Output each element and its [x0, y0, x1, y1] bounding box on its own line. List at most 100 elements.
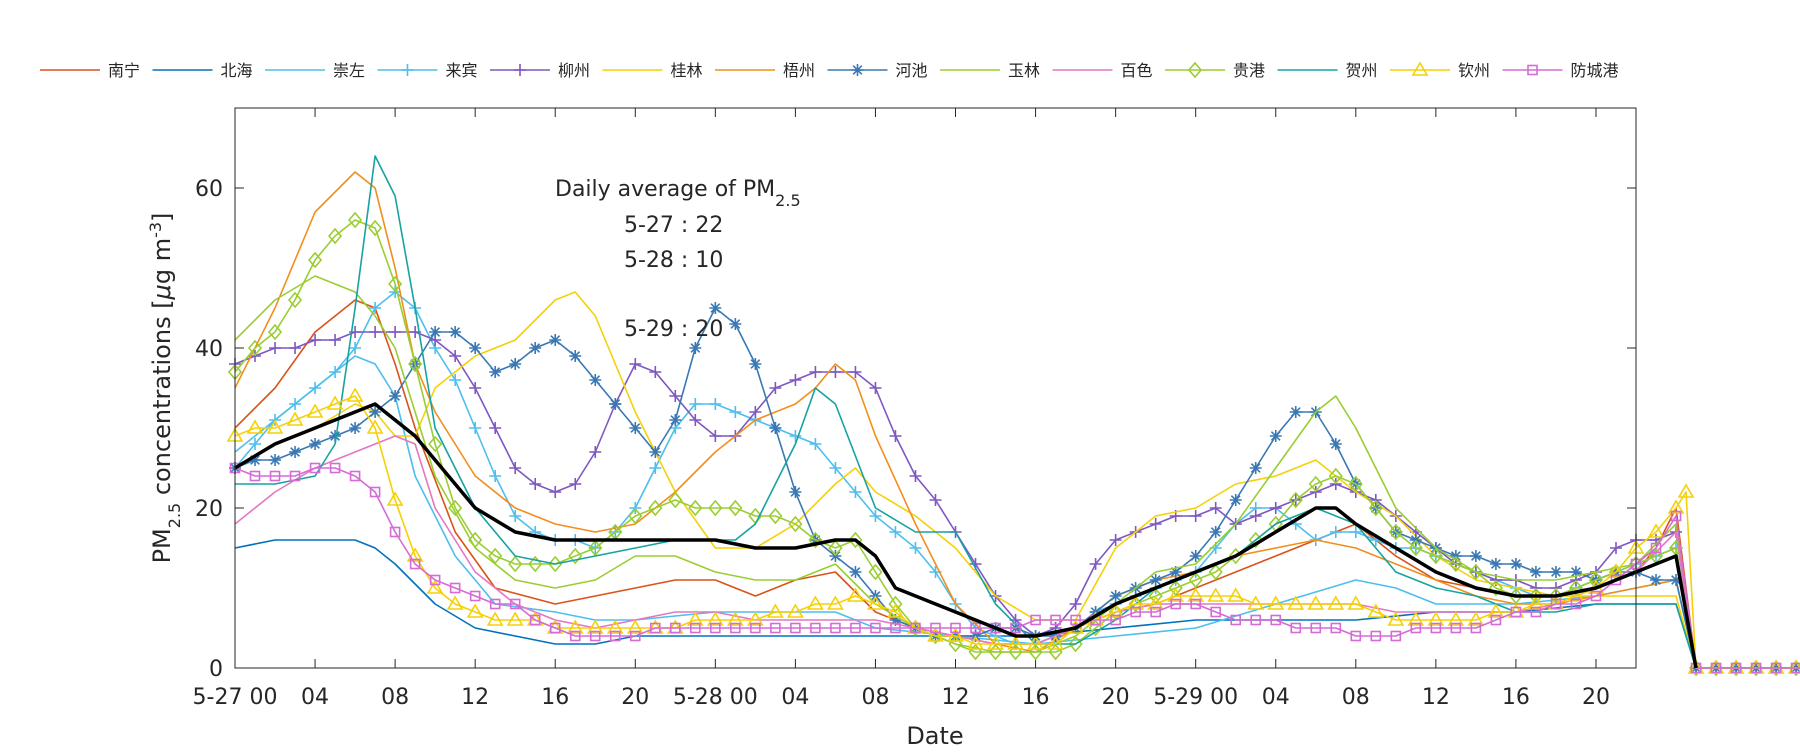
annotation-line: 5-28 : 10	[624, 248, 723, 273]
star-marker	[1290, 406, 1302, 418]
star-marker	[589, 374, 601, 386]
legend-label: 来宾	[446, 61, 478, 80]
star-marker	[269, 454, 281, 466]
legend-item: 南宁	[40, 61, 140, 80]
y-tick-label: 20	[195, 497, 223, 522]
star-marker	[1510, 558, 1522, 570]
star-marker	[1230, 494, 1242, 506]
plus-marker	[514, 64, 526, 76]
annotation-title-sub: 2.5	[775, 191, 800, 210]
x-tick-label: 20	[1582, 685, 1610, 710]
legend: 南宁 北海 崇左 来宾柳州 桂林 梧州 河池 玉林 百色 贵港 贺州 钦州 防城港	[40, 61, 1619, 80]
legend-label: 崇左	[333, 61, 365, 80]
legend-label: 钦州	[1458, 61, 1490, 80]
y-axis-label: PM2.5 concentrations [μg m-3]	[146, 213, 184, 564]
star-marker	[1210, 526, 1222, 538]
x-tick-label: 16	[1502, 685, 1530, 710]
x-tick-label: 5-29 00	[1153, 685, 1238, 710]
x-tick-label: 20	[1102, 685, 1130, 710]
legend-label: 北海	[221, 61, 253, 80]
legend-item: 崇左	[265, 61, 365, 80]
star-marker	[1250, 462, 1262, 474]
legend-label: 玉林	[1008, 61, 1040, 80]
star-marker	[852, 64, 864, 76]
star-marker	[1470, 550, 1482, 562]
y-axis-label-sup: -3	[146, 222, 165, 238]
star-marker	[789, 486, 801, 498]
plus-marker	[402, 64, 414, 76]
star-marker	[529, 342, 541, 354]
x-tick-label: 12	[942, 685, 970, 710]
x-tick-label: 08	[861, 685, 889, 710]
legend-label: 桂林	[671, 61, 703, 80]
y-tick-labels: 0 20 40 60	[195, 177, 223, 682]
legend-label: 河池	[896, 61, 928, 80]
star-marker	[749, 358, 761, 370]
star-marker	[649, 446, 661, 458]
y-axis-label-close: ]	[148, 213, 176, 222]
star-marker	[769, 422, 781, 434]
x-tick-label: 04	[781, 685, 809, 710]
legend-item: 贺州	[1278, 61, 1378, 80]
x-tick-label: 08	[381, 685, 409, 710]
star-marker	[709, 302, 721, 314]
star-marker	[629, 422, 641, 434]
y-tick-label: 40	[195, 337, 223, 362]
legend-item: 河池	[828, 61, 928, 80]
y-axis-label-mu: μ	[148, 284, 176, 300]
x-tick-label: 04	[301, 685, 329, 710]
star-marker	[509, 358, 521, 370]
x-tick-label: 5-28 00	[673, 685, 758, 710]
triangle-marker	[1413, 63, 1427, 75]
legend-label: 贺州	[1346, 61, 1378, 80]
star-marker	[489, 366, 501, 378]
legend-label: 贵港	[1233, 61, 1265, 80]
star-marker	[569, 350, 581, 362]
legend-item: 防城港	[1503, 61, 1619, 80]
y-tick-label: 0	[209, 657, 223, 682]
star-marker	[1550, 566, 1562, 578]
x-tick-label: 5-27 00	[193, 685, 278, 710]
star-marker	[389, 390, 401, 402]
star-marker	[289, 446, 301, 458]
x-tick-label: 16	[541, 685, 569, 710]
x-tick-label: 08	[1342, 685, 1370, 710]
star-marker	[449, 326, 461, 338]
legend-item: 柳州	[490, 61, 590, 80]
star-marker	[1330, 438, 1342, 450]
y-axis-label-rest: concentrations [	[148, 299, 176, 502]
legend-item: 百色	[1053, 61, 1153, 80]
legend-item: 桂林	[603, 61, 703, 80]
x-axis-label: Date	[906, 722, 963, 750]
legend-item: 玉林	[940, 61, 1040, 80]
x-tick-label: 20	[621, 685, 649, 710]
y-axis-label-unit: g m	[148, 238, 176, 284]
star-marker	[1650, 574, 1662, 586]
star-marker	[669, 414, 681, 426]
annotation-line: 5-27 : 22	[624, 213, 723, 238]
x-tick-label: 12	[1422, 685, 1450, 710]
star-marker	[689, 342, 701, 354]
x-tick-label: 04	[1262, 685, 1290, 710]
star-marker	[1270, 430, 1282, 442]
y-axis-label-main: PM	[148, 528, 176, 563]
star-marker	[349, 422, 361, 434]
annotation-line: 5-29 : 20	[624, 317, 723, 342]
star-marker	[609, 398, 621, 410]
legend-label: 防城港	[1571, 61, 1619, 80]
legend-item: 来宾	[378, 61, 478, 80]
star-marker	[1490, 558, 1502, 570]
x-tick-label: 16	[1022, 685, 1050, 710]
star-marker	[849, 566, 861, 578]
star-marker	[729, 318, 741, 330]
legend-label: 梧州	[783, 61, 815, 80]
annotation-title-main: Daily average of PM	[555, 177, 775, 202]
star-marker	[429, 326, 441, 338]
y-tick-label: 60	[195, 177, 223, 202]
legend-label: 百色	[1121, 61, 1153, 80]
legend-item: 梧州	[715, 61, 815, 80]
legend-label: 南宁	[108, 61, 140, 80]
legend-item: 北海	[153, 61, 253, 80]
